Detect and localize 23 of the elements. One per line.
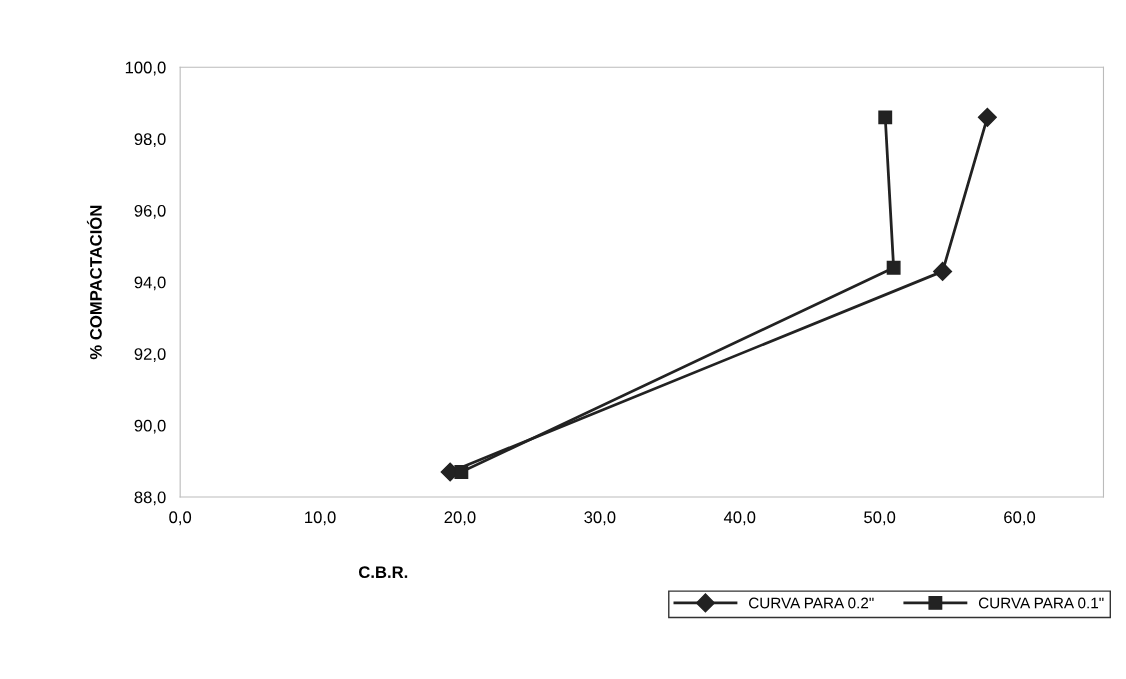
point (933, 261, 953, 281)
point (886, 260, 901, 275)
y-tick-label: 94,0 (134, 276, 166, 291)
point (878, 110, 893, 125)
y-tick-label: 90,0 (134, 419, 166, 434)
x-tick-label: 0,0 (169, 511, 192, 526)
legend-label: CURVA PARA 0.2" (749, 597, 874, 609)
x-axis-title: C.B.R. (358, 566, 408, 579)
x-tick-label: 20,0 (444, 511, 476, 526)
y-tick-label: 92,0 (134, 348, 166, 362)
y-tick-label: 96,0 (134, 204, 166, 219)
point (454, 465, 469, 479)
x-tick-label: 60,0 (1004, 511, 1036, 526)
x-tick-label: 30,0 (584, 511, 616, 526)
y-tick-label: 88,0 (134, 491, 166, 506)
y-axis-title: % COMPACTACIÓN (86, 205, 102, 360)
x-tick-label: 10,0 (305, 511, 336, 526)
y-tick-label: 98,0 (134, 133, 166, 148)
point (977, 107, 997, 127)
y-tick-label: 100,0 (125, 61, 166, 76)
legend-label: CURVA PARA 0.1" (978, 597, 1104, 609)
x-tick-label: 50,0 (864, 511, 896, 526)
x-tick-label: 40,0 (723, 511, 756, 526)
